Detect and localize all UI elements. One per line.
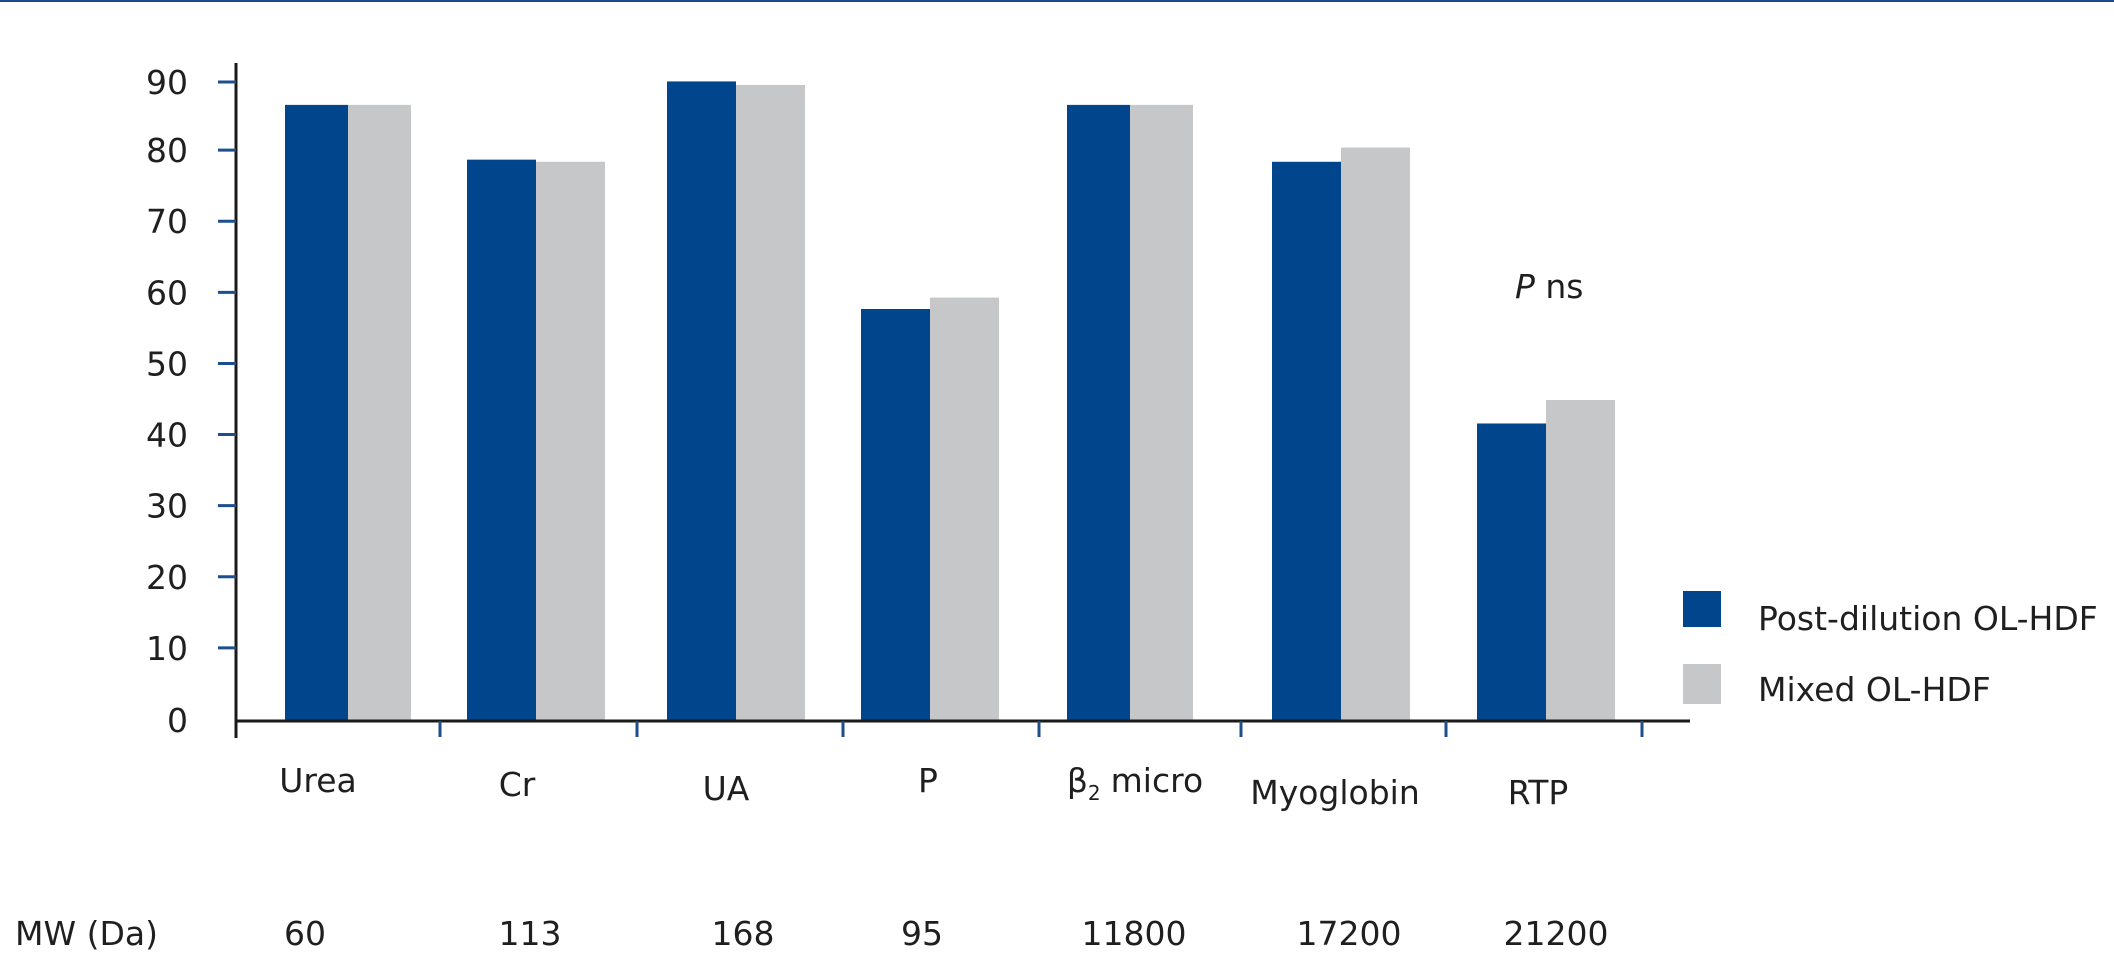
- x-label-micro: β2 micro: [1067, 761, 1203, 805]
- bar-s1-urea: [348, 104, 411, 720]
- bar-s1-cr: [536, 161, 605, 720]
- y-tick-label-80: 80: [146, 131, 188, 170]
- mw-row: MW (Da) 60 113 168 95 11800 17200 21200: [15, 914, 1608, 953]
- y-ticks-group: 0 10 20 30 40 50 60 70 80 90: [146, 63, 236, 740]
- x-label-subscript: 2: [1088, 781, 1101, 805]
- annotation-rest: ns: [1535, 267, 1584, 306]
- mw-value-micro: 11800: [1082, 914, 1187, 953]
- top-rule: [0, 0, 2114, 2]
- bar-s1-p: [930, 297, 999, 720]
- bar-s0-cr: [467, 159, 536, 721]
- bar-s0-ua: [667, 81, 736, 720]
- mw-value-urea: 60: [284, 914, 326, 953]
- legend: Post-dilution OL-HDF Mixed OL-HDF: [1683, 591, 2098, 709]
- x-label-prefix: β: [1067, 761, 1088, 800]
- x-label-ua: UA: [703, 769, 750, 808]
- x-label-p: P: [918, 761, 938, 800]
- bar-s1-micro: [1130, 104, 1193, 720]
- y-tick-label-50: 50: [146, 344, 188, 383]
- annotation-italic: P: [1515, 267, 1535, 306]
- mw-value-ua: 168: [712, 914, 775, 953]
- bar-s0-p: [861, 308, 930, 720]
- bar-s0-myoglobin: [1272, 161, 1341, 720]
- bars-group: [285, 81, 1615, 721]
- x-label-rtp: RTP: [1508, 773, 1569, 812]
- bar-s1-ua: [736, 84, 805, 720]
- y-tick-label-0: 0: [167, 701, 188, 740]
- bar-s0-rtp: [1477, 423, 1546, 720]
- y-tick-label-10: 10: [146, 629, 188, 668]
- mw-value-p: 95: [901, 914, 943, 953]
- mw-value-rtp: 21200: [1504, 914, 1609, 953]
- x-label-main: micro: [1111, 761, 1204, 800]
- y-tick-label-60: 60: [146, 273, 188, 312]
- mw-value-cr: 113: [499, 914, 562, 953]
- x-label-myoglobin: Myoglobin: [1250, 773, 1420, 812]
- legend-swatch-post-dilution: [1683, 591, 1721, 627]
- x-label-cr: Cr: [499, 765, 536, 804]
- legend-label-post-dilution: Post-dilution OL-HDF: [1758, 599, 2098, 638]
- legend-label-mixed: Mixed OL-HDF: [1758, 670, 1991, 709]
- mw-value-myoglobin: 17200: [1297, 914, 1402, 953]
- bar-s0-urea: [285, 104, 348, 720]
- bar-s0-micro: [1067, 104, 1130, 720]
- y-tick-label-90: 90: [146, 63, 188, 102]
- y-tick-label-20: 20: [146, 558, 188, 597]
- significance-annotation: P ns: [1515, 267, 1584, 306]
- bar-s1-rtp: [1546, 400, 1615, 720]
- bar-s1-myoglobin: [1341, 147, 1410, 721]
- y-tick-label-40: 40: [146, 416, 188, 455]
- x-label-urea: Urea: [279, 761, 357, 800]
- y-tick-label-30: 30: [146, 487, 188, 526]
- legend-swatch-mixed: [1683, 664, 1721, 704]
- y-tick-label-70: 70: [146, 202, 188, 241]
- mw-row-label: MW (Da): [15, 914, 158, 953]
- axes-group: [234, 63, 1690, 738]
